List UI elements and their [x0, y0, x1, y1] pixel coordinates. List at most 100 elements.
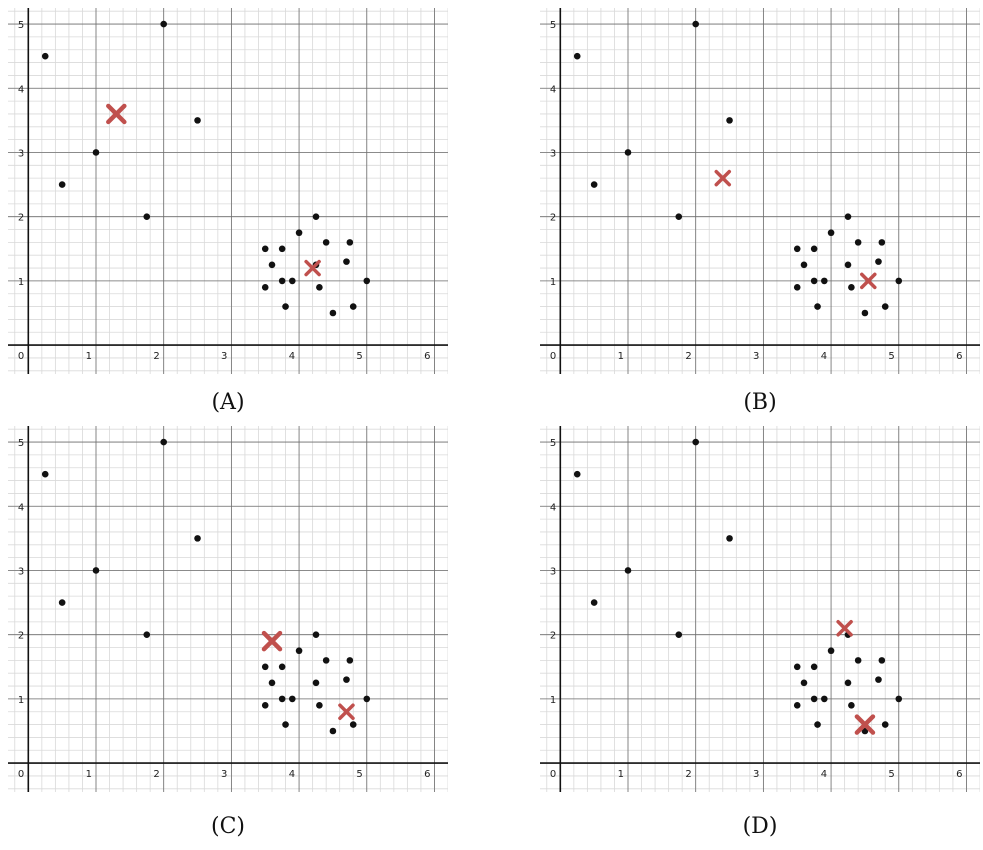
- x-tick-label: 0: [550, 769, 556, 780]
- data-points: [41, 438, 371, 735]
- panel-caption: (D): [742, 814, 778, 839]
- data-point: [289, 277, 296, 285]
- data-point: [316, 284, 323, 291]
- data-point: [92, 149, 100, 156]
- centroid-x-marker: [854, 714, 876, 735]
- major-grid: [540, 8, 980, 374]
- data-point: [160, 20, 167, 28]
- data-point: [848, 702, 855, 709]
- data-point: [295, 647, 303, 655]
- x-tick-label: 1: [618, 769, 624, 780]
- y-tick-label: 5: [550, 438, 556, 449]
- x-tick-label: 6: [956, 769, 962, 780]
- data-point: [143, 631, 151, 638]
- minor-grid: [540, 8, 980, 374]
- data-point: [573, 52, 581, 60]
- data-point: [814, 303, 821, 310]
- centroid-stroke: [106, 103, 127, 125]
- panel-caption: (B): [743, 390, 777, 415]
- x-tick-label: 4: [289, 769, 295, 780]
- y-tick-label: 2: [18, 631, 24, 642]
- centroid-stroke: [860, 272, 877, 290]
- data-point: [878, 239, 886, 246]
- data-point: [675, 213, 683, 220]
- data-point: [793, 663, 801, 671]
- centroid-x-marker: [836, 620, 853, 637]
- data-point: [875, 676, 882, 683]
- data-point: [282, 721, 289, 728]
- x-tick-label: 3: [753, 769, 759, 780]
- data-point: [810, 695, 818, 703]
- data-point: [58, 181, 66, 188]
- data-point: [329, 309, 337, 317]
- y-tick-label: 4: [18, 84, 24, 95]
- x-tick-label: 5: [888, 351, 894, 362]
- centroid-x-marker: [860, 272, 877, 290]
- data-point: [346, 657, 354, 664]
- data-point: [349, 721, 357, 728]
- centroid-stroke: [338, 703, 355, 720]
- data-point: [800, 679, 808, 687]
- x-tick-label: 1: [86, 351, 92, 362]
- data-point: [346, 239, 354, 246]
- data-point: [278, 663, 286, 671]
- data-point: [810, 277, 818, 285]
- x-tick-label: 2: [153, 769, 159, 780]
- y-tick-label: 1: [550, 695, 556, 706]
- data-point: [261, 245, 269, 253]
- y-tick-label: 3: [550, 566, 556, 577]
- data-point: [878, 657, 886, 664]
- data-point: [881, 721, 889, 728]
- data-point: [312, 679, 320, 687]
- data-point: [278, 277, 286, 285]
- centroid-stroke: [854, 714, 876, 735]
- data-point: [261, 702, 269, 709]
- data-point: [895, 695, 903, 703]
- data-point: [624, 567, 632, 574]
- data-point: [827, 647, 835, 655]
- x-tick-label: 5: [356, 769, 362, 780]
- data-point: [848, 284, 855, 291]
- x-tick-label: 2: [685, 769, 691, 780]
- scatter-plot: 0 1 2 3 4 5 6 1 2 3 4 5: [540, 426, 980, 792]
- y-tick-label: 4: [18, 502, 24, 513]
- data-point: [793, 284, 801, 291]
- data-point: [41, 52, 49, 60]
- centroid-x-marker: [338, 703, 355, 720]
- scatter-plot: 0 1 2 3 4 5 6 1 2 3 4 5: [8, 426, 448, 792]
- data-points: [41, 20, 371, 317]
- x-tick-label: 4: [821, 769, 827, 780]
- data-point: [590, 599, 598, 606]
- data-point: [624, 149, 632, 156]
- x-tick-label: 3: [221, 351, 227, 362]
- x-tick-label: 2: [685, 351, 691, 362]
- data-point: [814, 721, 821, 728]
- data-point: [343, 676, 350, 683]
- data-point: [278, 245, 286, 253]
- data-point: [821, 277, 828, 285]
- y-tick-label: 3: [18, 148, 24, 159]
- data-point: [692, 20, 699, 28]
- centroid-stroke: [304, 259, 321, 277]
- data-point: [854, 657, 862, 664]
- data-point: [810, 663, 818, 671]
- data-point: [282, 303, 289, 310]
- data-point: [322, 239, 330, 246]
- data-point: [821, 695, 828, 703]
- minor-grid: [540, 426, 980, 792]
- data-points: [573, 438, 903, 735]
- x-tick-label: 2: [153, 351, 159, 362]
- data-points: [573, 20, 903, 317]
- y-tick-label: 4: [550, 84, 556, 95]
- data-point: [312, 213, 320, 220]
- y-tick-label: 5: [550, 20, 556, 31]
- y-tick-label: 2: [550, 213, 556, 224]
- x-tick-label: 4: [289, 351, 295, 362]
- data-point: [573, 470, 581, 478]
- data-point: [329, 727, 337, 735]
- data-point: [160, 438, 167, 446]
- data-point: [854, 239, 862, 246]
- data-point: [261, 663, 269, 671]
- data-point: [726, 117, 733, 124]
- centroid-x-marker: [714, 169, 732, 187]
